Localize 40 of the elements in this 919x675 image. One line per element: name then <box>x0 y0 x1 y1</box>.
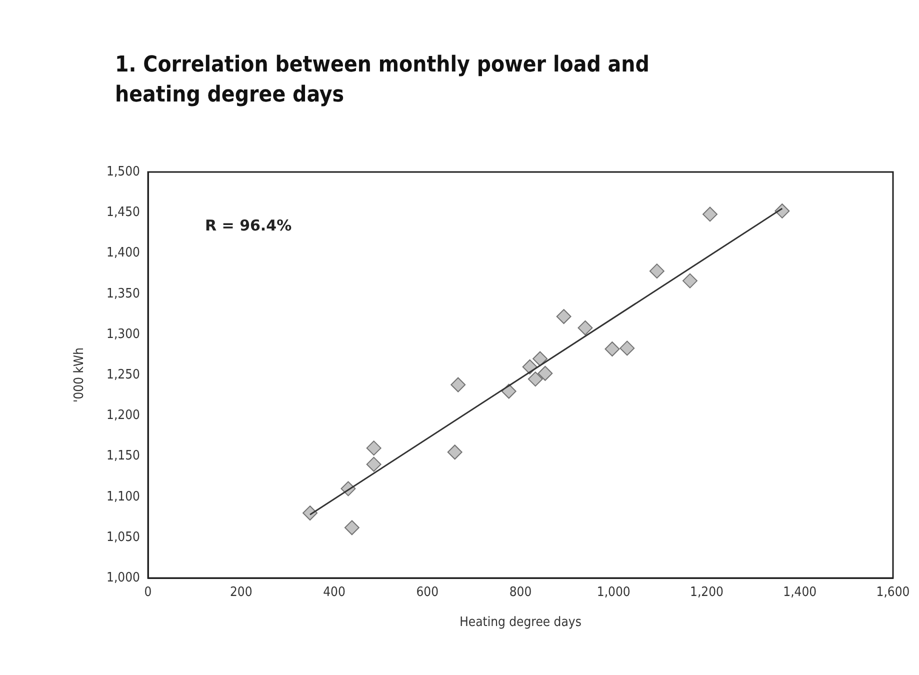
x-tick-label: 1,200 <box>690 585 724 600</box>
y-tick-label: 1,100 <box>106 489 140 504</box>
x-tick-label: 0 <box>144 585 152 600</box>
y-tick-label: 1,450 <box>106 205 140 220</box>
y-tick-label: 1,250 <box>106 368 140 382</box>
x-axis-title: Heating degree days <box>460 615 582 630</box>
x-tick-label: 1,000 <box>596 585 630 600</box>
point <box>649 264 664 279</box>
point <box>302 506 318 521</box>
point <box>447 444 462 460</box>
point <box>556 309 572 324</box>
point <box>702 206 718 222</box>
x-tick-label: 200 <box>230 585 252 600</box>
y-tick-label: 1,350 <box>106 286 140 302</box>
point <box>366 440 382 456</box>
y-tick-label: 1,200 <box>106 408 140 424</box>
point <box>366 456 382 472</box>
point <box>538 366 553 381</box>
y-tick-label: 1,000 <box>106 570 140 586</box>
chart-title: 1. Correlation between monthly power load and heating degree days <box>115 52 656 108</box>
y-tick-label: 1,150 <box>106 448 140 464</box>
point <box>604 342 620 357</box>
y-tick-label: 1,400 <box>106 246 140 261</box>
x-tick-label: 600 <box>416 585 439 600</box>
y-tick-label: 1,500 <box>106 164 140 180</box>
point <box>578 320 593 336</box>
y-tick-label: 1,050 <box>106 530 140 545</box>
x-tick-label: 1,400 <box>783 585 817 600</box>
y-tick-label: 1,300 <box>106 326 140 342</box>
x-tick-label: 800 <box>509 585 532 600</box>
point <box>528 372 543 387</box>
point <box>532 351 548 366</box>
point <box>450 377 466 392</box>
y-axis-title: '000 kWh <box>72 348 87 402</box>
point <box>682 273 698 288</box>
annotation: R = 96.4% <box>205 216 292 234</box>
point <box>620 340 635 356</box>
x-tick-label: 400 <box>323 585 346 600</box>
point <box>344 520 360 536</box>
x-tick-label: 1,600 <box>876 585 910 600</box>
